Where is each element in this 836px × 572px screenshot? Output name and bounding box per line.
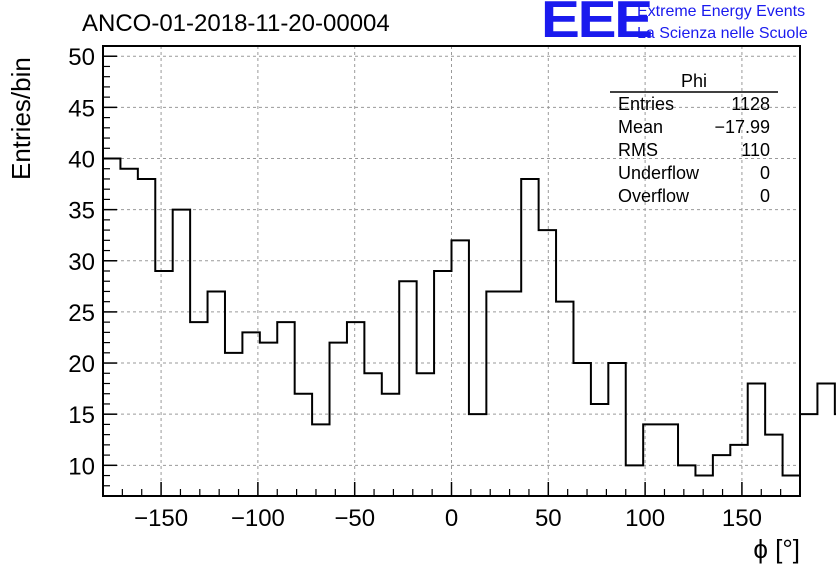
stats-box: Phi Entries 1128 Mean −17.99 RMS 110 Underflow… [610,71,778,206]
logo-line-2: La Scienza nelle Scuole [637,25,808,42]
stats-title: Phi [681,71,707,91]
stats-row-value: 1128 [731,94,770,114]
stats-row-value: 110 [741,140,770,160]
y-tick-label: 50 [68,44,95,71]
x-tick-label: 100 [625,505,665,532]
x-tick-label: −100 [231,505,285,532]
tick-labels: −150 −100 −50 0 50 100 150 10 15 20 25 30 35 40 45 50 [68,44,762,532]
stats-row-label: Entries [618,94,674,114]
y-tick-label: 45 [68,95,95,122]
stats-row-value: 0 [760,163,770,183]
y-tick-label: 30 [68,249,95,276]
stats-row-value: −17.99 [714,117,770,137]
y-tick-label: 20 [68,351,95,378]
x-tick-label: −50 [334,505,375,532]
stats-row-value: 0 [760,186,770,206]
histogram-series [103,157,836,477]
x-tick-label: 50 [535,505,562,532]
axis-ticks [102,45,801,496]
y-axis-label: Entries/bin [6,57,36,180]
x-tick-label: 0 [445,505,458,532]
stats-row-label: Mean [618,117,663,137]
y-tick-label: 40 [68,147,95,174]
logo-line-1: Extreme Energy Events [637,3,806,20]
stats-row-label: Overflow [618,186,690,206]
eee-logo: EEE [541,0,653,49]
plot-frame [102,45,801,497]
stats-row-label: Underflow [618,163,700,183]
stats-row-label: RMS [618,140,658,160]
stats-rows: Entries 1128 Mean −17.99 RMS 110 Underflow 0 Ove… [618,94,770,206]
x-axis-label: ϕ [°] [753,534,800,564]
x-tick-label: −150 [134,505,188,532]
y-tick-label: 15 [68,402,95,429]
y-tick-label: 25 [68,300,95,327]
x-tick-label: 150 [722,505,762,532]
y-tick-label: 10 [68,453,95,480]
y-tick-label: 35 [68,198,95,225]
chart-title: ANCO-01-2018-11-20-00004 [82,10,390,37]
